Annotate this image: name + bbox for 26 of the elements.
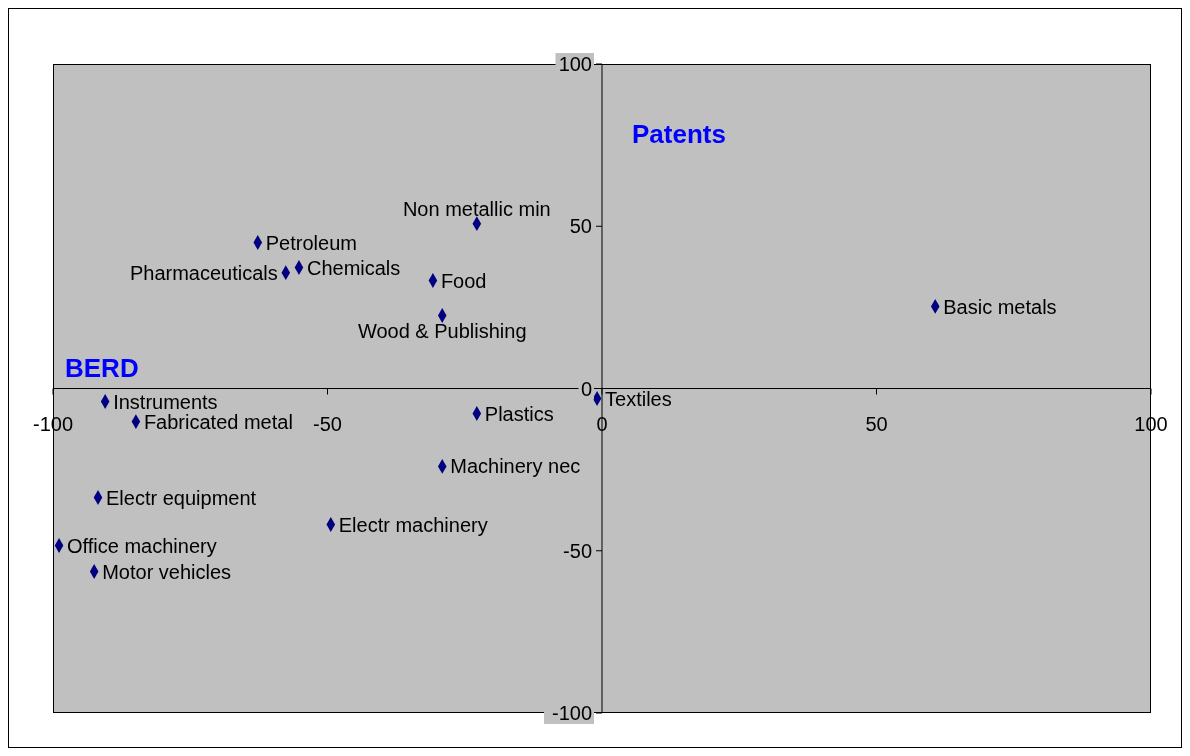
annotation: Instruments: [113, 390, 218, 413]
annotation: Wood & Publishing: [357, 319, 527, 342]
annotation: Office machinery: [67, 534, 217, 557]
annotation: Motor vehicles: [102, 560, 232, 583]
annotation: Chemicals: [306, 256, 401, 279]
annotation: Basic metals: [943, 295, 1057, 318]
y-tick-label: -100: [551, 702, 592, 724]
annotation: Electr machinery: [338, 513, 488, 536]
annotation: Fabricated metal: [143, 410, 293, 433]
annotation: Plastics: [484, 402, 554, 425]
y-tick-label: 0: [580, 377, 592, 400]
x-axis-title: BERD: [65, 352, 139, 384]
y-tick-label: 100: [558, 53, 592, 75]
annotation: Petroleum: [265, 231, 357, 254]
x-tick-label: 50: [865, 412, 888, 435]
y-tick-label: 50: [569, 215, 592, 238]
annotation: Electr equipment: [106, 486, 257, 509]
annotation: Machinery nec: [450, 455, 581, 478]
annotation: Textiles: [605, 387, 672, 410]
x-tick-label: 0: [596, 412, 608, 435]
x-tick-label: -50: [313, 412, 342, 435]
y-tick-label: -50: [563, 539, 592, 562]
annotation: Non metallic min: [402, 197, 551, 220]
annotation: Food: [440, 269, 487, 292]
annotation: Pharmaceuticals: [129, 261, 278, 284]
y-axis-title: Patents: [632, 119, 726, 150]
